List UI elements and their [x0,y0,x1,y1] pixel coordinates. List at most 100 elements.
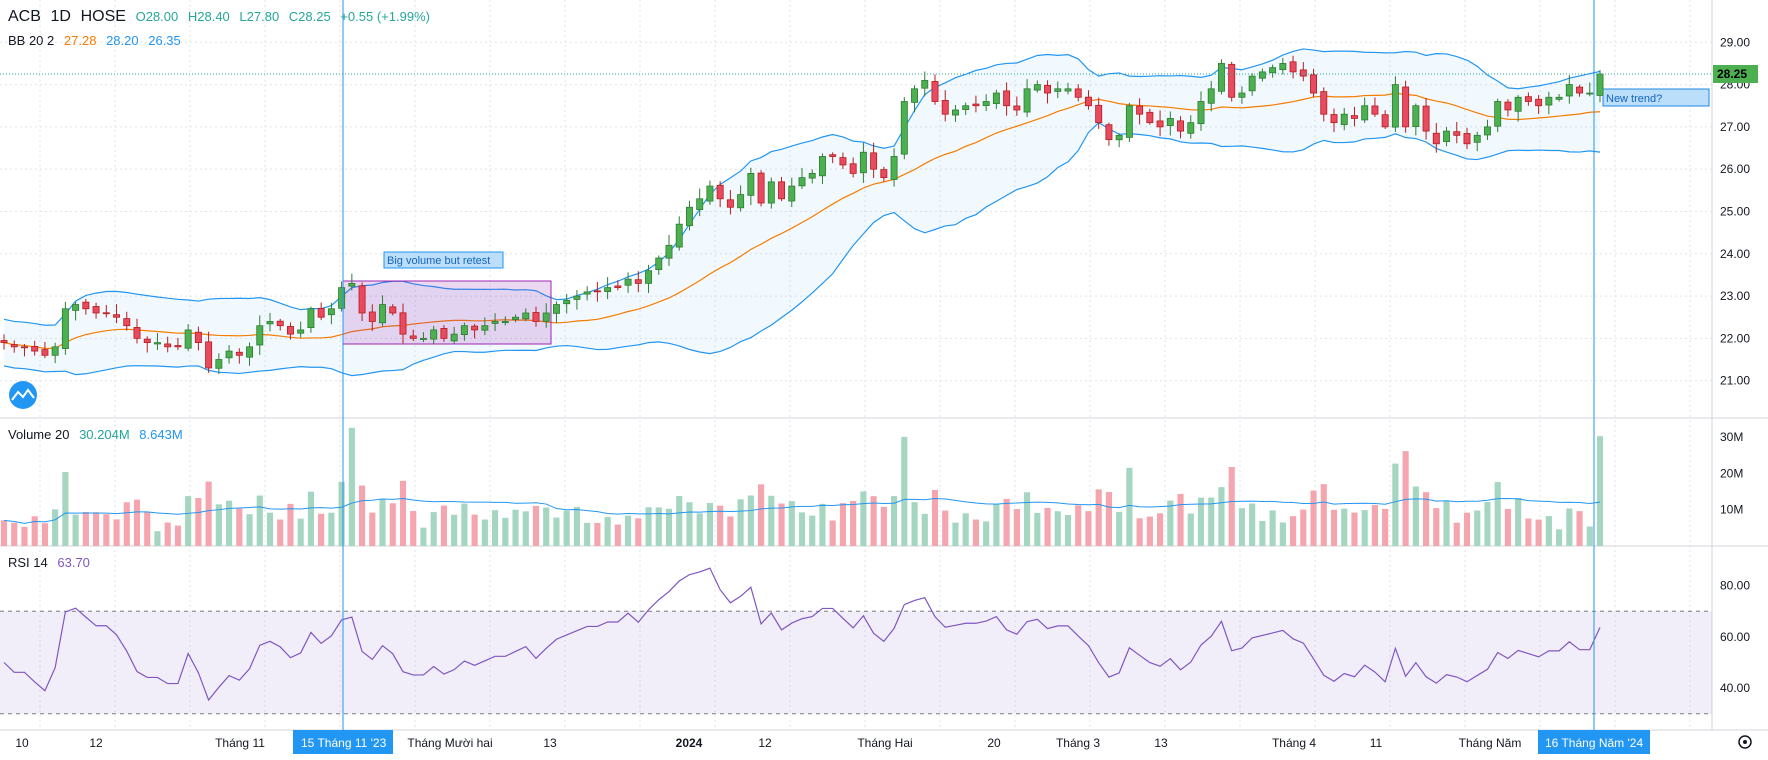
tradingview-logo[interactable] [9,381,37,409]
candle-body [522,312,530,320]
volume-bar [635,518,642,546]
candle-body [123,318,131,327]
volume-bar [451,514,458,546]
volume-bar [614,524,621,546]
volume-bar [82,512,89,546]
volume-bar [93,512,100,546]
candle-body [246,346,254,358]
volume-bar [625,515,632,546]
ohlc-low: L27.80 [239,9,280,24]
candle-body [460,325,468,336]
candle-body [716,184,724,200]
bb-upper-line [3,48,1601,326]
volume-bar [1535,519,1542,546]
volume-bar [1259,521,1266,546]
candle-body [604,287,612,293]
candle-body [1023,88,1031,113]
volume-bar [911,502,918,546]
rsi-tick-label: 80.00 [1720,579,1750,593]
candle-body [1371,105,1379,115]
candle-body [0,340,8,344]
volume-bar [655,507,662,546]
volume-bar [1433,508,1440,546]
candle-body [1095,104,1103,124]
volume-bar [1126,467,1133,546]
volume-pane [0,427,1604,546]
candle-body [1289,61,1297,73]
candle-body [286,326,294,335]
volume-bar [399,480,407,546]
volume-bar [1279,522,1286,546]
bb-name[interactable]: BB 20 2 [8,33,55,48]
candle-body [706,185,714,202]
volume-bar [1463,512,1471,546]
volume-bar [737,499,744,546]
trend-label[interactable]: New trend? [1606,93,1662,105]
bb-upper: 28.20 [106,33,139,48]
candle-body [941,100,949,115]
volume-bar [573,506,580,546]
candle-body [778,181,786,200]
volume-bar [1208,497,1215,546]
candle-body [471,325,479,331]
candle-body [1391,84,1399,128]
volume-bar [328,512,335,546]
volume-bar [768,495,775,546]
volume-bar [1484,501,1491,546]
candle-body [665,244,673,259]
volume-bar [62,472,69,546]
volume-bar [1566,508,1573,546]
candle-body [1248,75,1256,92]
volume-bar [604,516,611,546]
candle-body [1064,88,1072,92]
volume-bar [870,496,877,546]
volume-bar [1556,529,1563,546]
ohlc-close: C28.25 [288,9,331,24]
volume-bar [512,509,519,546]
symbol[interactable]: ACB [8,8,41,25]
volume-name[interactable]: Volume 20 [8,427,70,442]
volume-bar [972,519,979,546]
interval[interactable]: 1D [50,8,71,25]
candle-body [368,311,376,322]
volume-bar [1382,508,1389,546]
crosshair-date-right-bg [1538,730,1650,754]
candle-body [51,346,59,356]
volume-bar [1494,482,1501,546]
candle-body [900,101,908,155]
volume-bar [1146,516,1153,546]
volume-bar [461,503,468,546]
axes: 29.0028.0027.0026.0025.0024.0023.0022.00… [15,35,1750,750]
candle-body [962,105,970,111]
candle-body [1013,105,1021,111]
volume-bar [993,504,1000,546]
candle-body [430,329,438,340]
candle-body [1402,86,1410,128]
volume-bar [41,523,48,546]
candle-body [757,172,765,204]
volume-bar [1596,436,1604,546]
candle-body [542,312,550,322]
candle-body [624,278,632,286]
volume-bar [185,496,192,546]
volume-bar [850,501,857,546]
volume-bar [1024,492,1031,546]
volume-bar [1423,492,1430,546]
candle-body [655,257,663,270]
candle-body [1320,91,1328,115]
box-label[interactable]: Big volume but retest [387,255,490,267]
time-tick-label: Tháng Năm [1459,736,1522,750]
volume-bar [1054,511,1061,546]
volume-bar [492,510,499,546]
candle-body [1340,113,1348,126]
trend-label-bg [1602,88,1710,107]
candle-body [1381,114,1389,128]
candle-body [839,157,847,166]
candle-body [951,109,959,116]
rsi-name[interactable]: RSI 14 [8,555,48,570]
volume-bar [553,517,560,546]
volume-bar [1064,514,1072,546]
candle-body [450,333,458,342]
settings-gear-icon[interactable] [1738,735,1752,749]
